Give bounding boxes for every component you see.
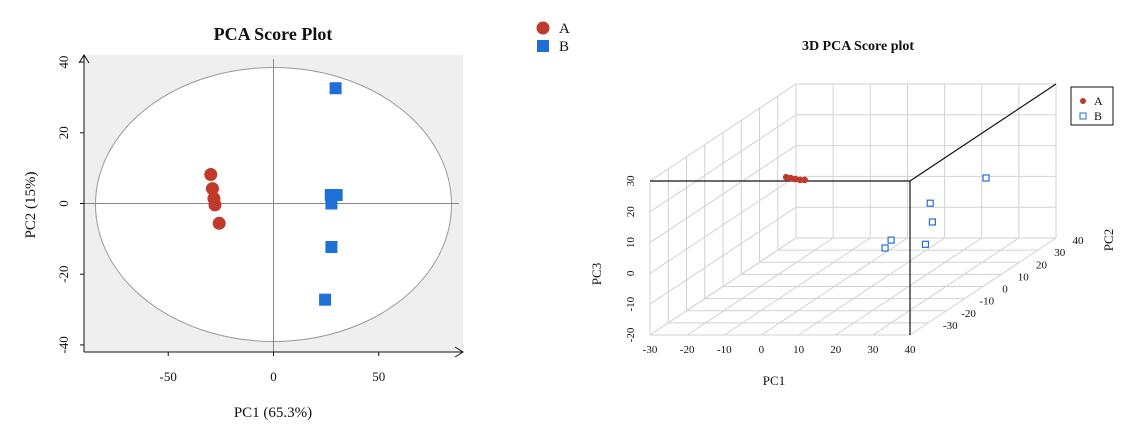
y-tick-label: 40 — [56, 56, 71, 69]
x-axis-label: PC1 (65.3%) — [234, 405, 312, 421]
point-b — [325, 240, 338, 253]
point-3d-a — [796, 176, 804, 184]
z-tick-label-3d: 30 — [625, 175, 637, 187]
legend-box-3d — [1070, 86, 1114, 126]
pca-score-plot: PCA Score Plot -50 0 50 40 20 0 -20 -40 PC1 (65… — [23, 21, 570, 421]
side-wall-grid-line — [649, 145, 797, 244]
x-tick-label-3d: 40 — [905, 344, 917, 356]
x-axis-label-3d: PC1 — [763, 373, 785, 388]
legend-label-3d-b: B — [1094, 109, 1102, 123]
point-b — [319, 293, 332, 306]
side-wall-grid-line — [649, 83, 797, 182]
y-axis-label-3d: PC2 — [1101, 229, 1116, 251]
legend-label-b: B — [559, 39, 569, 55]
y-tick-label-3d: -20 — [961, 308, 976, 320]
x-tick-label-3d: -30 — [643, 344, 658, 356]
point-b — [325, 197, 338, 210]
legend-3d: AB — [1070, 86, 1114, 126]
point-a — [212, 216, 226, 230]
z-tick-label-3d: 20 — [625, 206, 637, 218]
side-wall-grid-line — [649, 237, 797, 336]
point-b — [329, 82, 342, 95]
y-tick-label-3d: -30 — [943, 320, 958, 332]
y-tick-label-3d: 10 — [1018, 271, 1030, 283]
x-tick-label-3d: 20 — [830, 344, 842, 356]
chart-title-3d: 3D PCA Score plot — [802, 39, 914, 54]
y-tick-label-3d: 0 — [1002, 284, 1008, 296]
point-a — [204, 168, 218, 182]
side-wall-grid-line — [649, 206, 797, 305]
legend-marker-a — [536, 21, 550, 35]
legend-label-a: A — [559, 21, 570, 37]
y-tick-label: -20 — [56, 266, 71, 283]
point-a — [208, 198, 222, 212]
side-wall-grid-line — [649, 114, 797, 213]
point-a — [205, 182, 219, 196]
point-3d-b — [887, 236, 895, 244]
y-tick-label-3d: 20 — [1036, 259, 1048, 271]
x-axis-arrow — [454, 346, 464, 358]
data-points-3d — [782, 173, 990, 252]
x-tick-label: 50 — [372, 369, 385, 384]
legend-label-3d-a: A — [1094, 94, 1103, 108]
point-3d-b — [921, 240, 930, 248]
point-3d-b — [881, 244, 889, 252]
legend-marker-3d-a — [1080, 98, 1086, 104]
y-tick-label-3d: -10 — [979, 296, 994, 308]
legend: AB — [536, 21, 570, 55]
z-tick-label-3d: -10 — [625, 296, 637, 311]
point-3d-b — [928, 218, 937, 226]
zero-reference-lines — [84, 59, 459, 352]
y-tick-label: -40 — [56, 336, 71, 353]
x-tick-label-3d: 30 — [867, 344, 879, 356]
z-tick-label-3d: 0 — [625, 270, 637, 276]
x-tick-label-3d: -20 — [680, 344, 695, 356]
box-edge — [909, 83, 1057, 182]
y-tick-label: 0 — [56, 200, 71, 207]
x-tick-label: -50 — [160, 369, 177, 384]
point-3d-b — [982, 174, 990, 182]
y-tick-label-3d: 40 — [1073, 235, 1085, 247]
y-axis-arrow — [78, 54, 90, 64]
x-tick-label: 0 — [270, 369, 277, 384]
side-wall-grid-line — [649, 175, 797, 274]
tick-labels: -50 0 50 40 20 0 -20 -40 — [56, 56, 385, 384]
legend-marker-b — [537, 40, 549, 52]
legend-marker-3d-b — [1079, 112, 1087, 120]
x-tick-label-3d: 10 — [793, 344, 805, 356]
y-tick-label-3d: 30 — [1054, 247, 1066, 259]
3d-pca-score-plot: 3D PCA Score plot -30 -20 -10 0 10 20 30 40-20-… — [589, 39, 1116, 388]
y-axis-label: PC2 (15%) — [23, 171, 39, 238]
y-tick-label: 20 — [56, 126, 71, 139]
z-tick-label-3d: 10 — [625, 237, 637, 249]
chart-title: PCA Score Plot — [214, 24, 333, 44]
box-edges-3d — [650, 83, 1057, 335]
z-axis-label-3d: PC3 — [589, 263, 604, 285]
point-3d-b — [926, 199, 934, 207]
point-3d-a — [801, 176, 808, 184]
x-tick-label-3d: -10 — [717, 344, 732, 356]
grid-3d — [649, 83, 1057, 336]
tick-labels-3d: -30 -20 -10 0 10 20 30 40-20-100102030-30-20-10… — [625, 175, 1084, 356]
x-tick-label-3d: 0 — [759, 344, 765, 356]
data-points — [204, 82, 343, 306]
z-tick-label-3d: -20 — [625, 327, 637, 342]
